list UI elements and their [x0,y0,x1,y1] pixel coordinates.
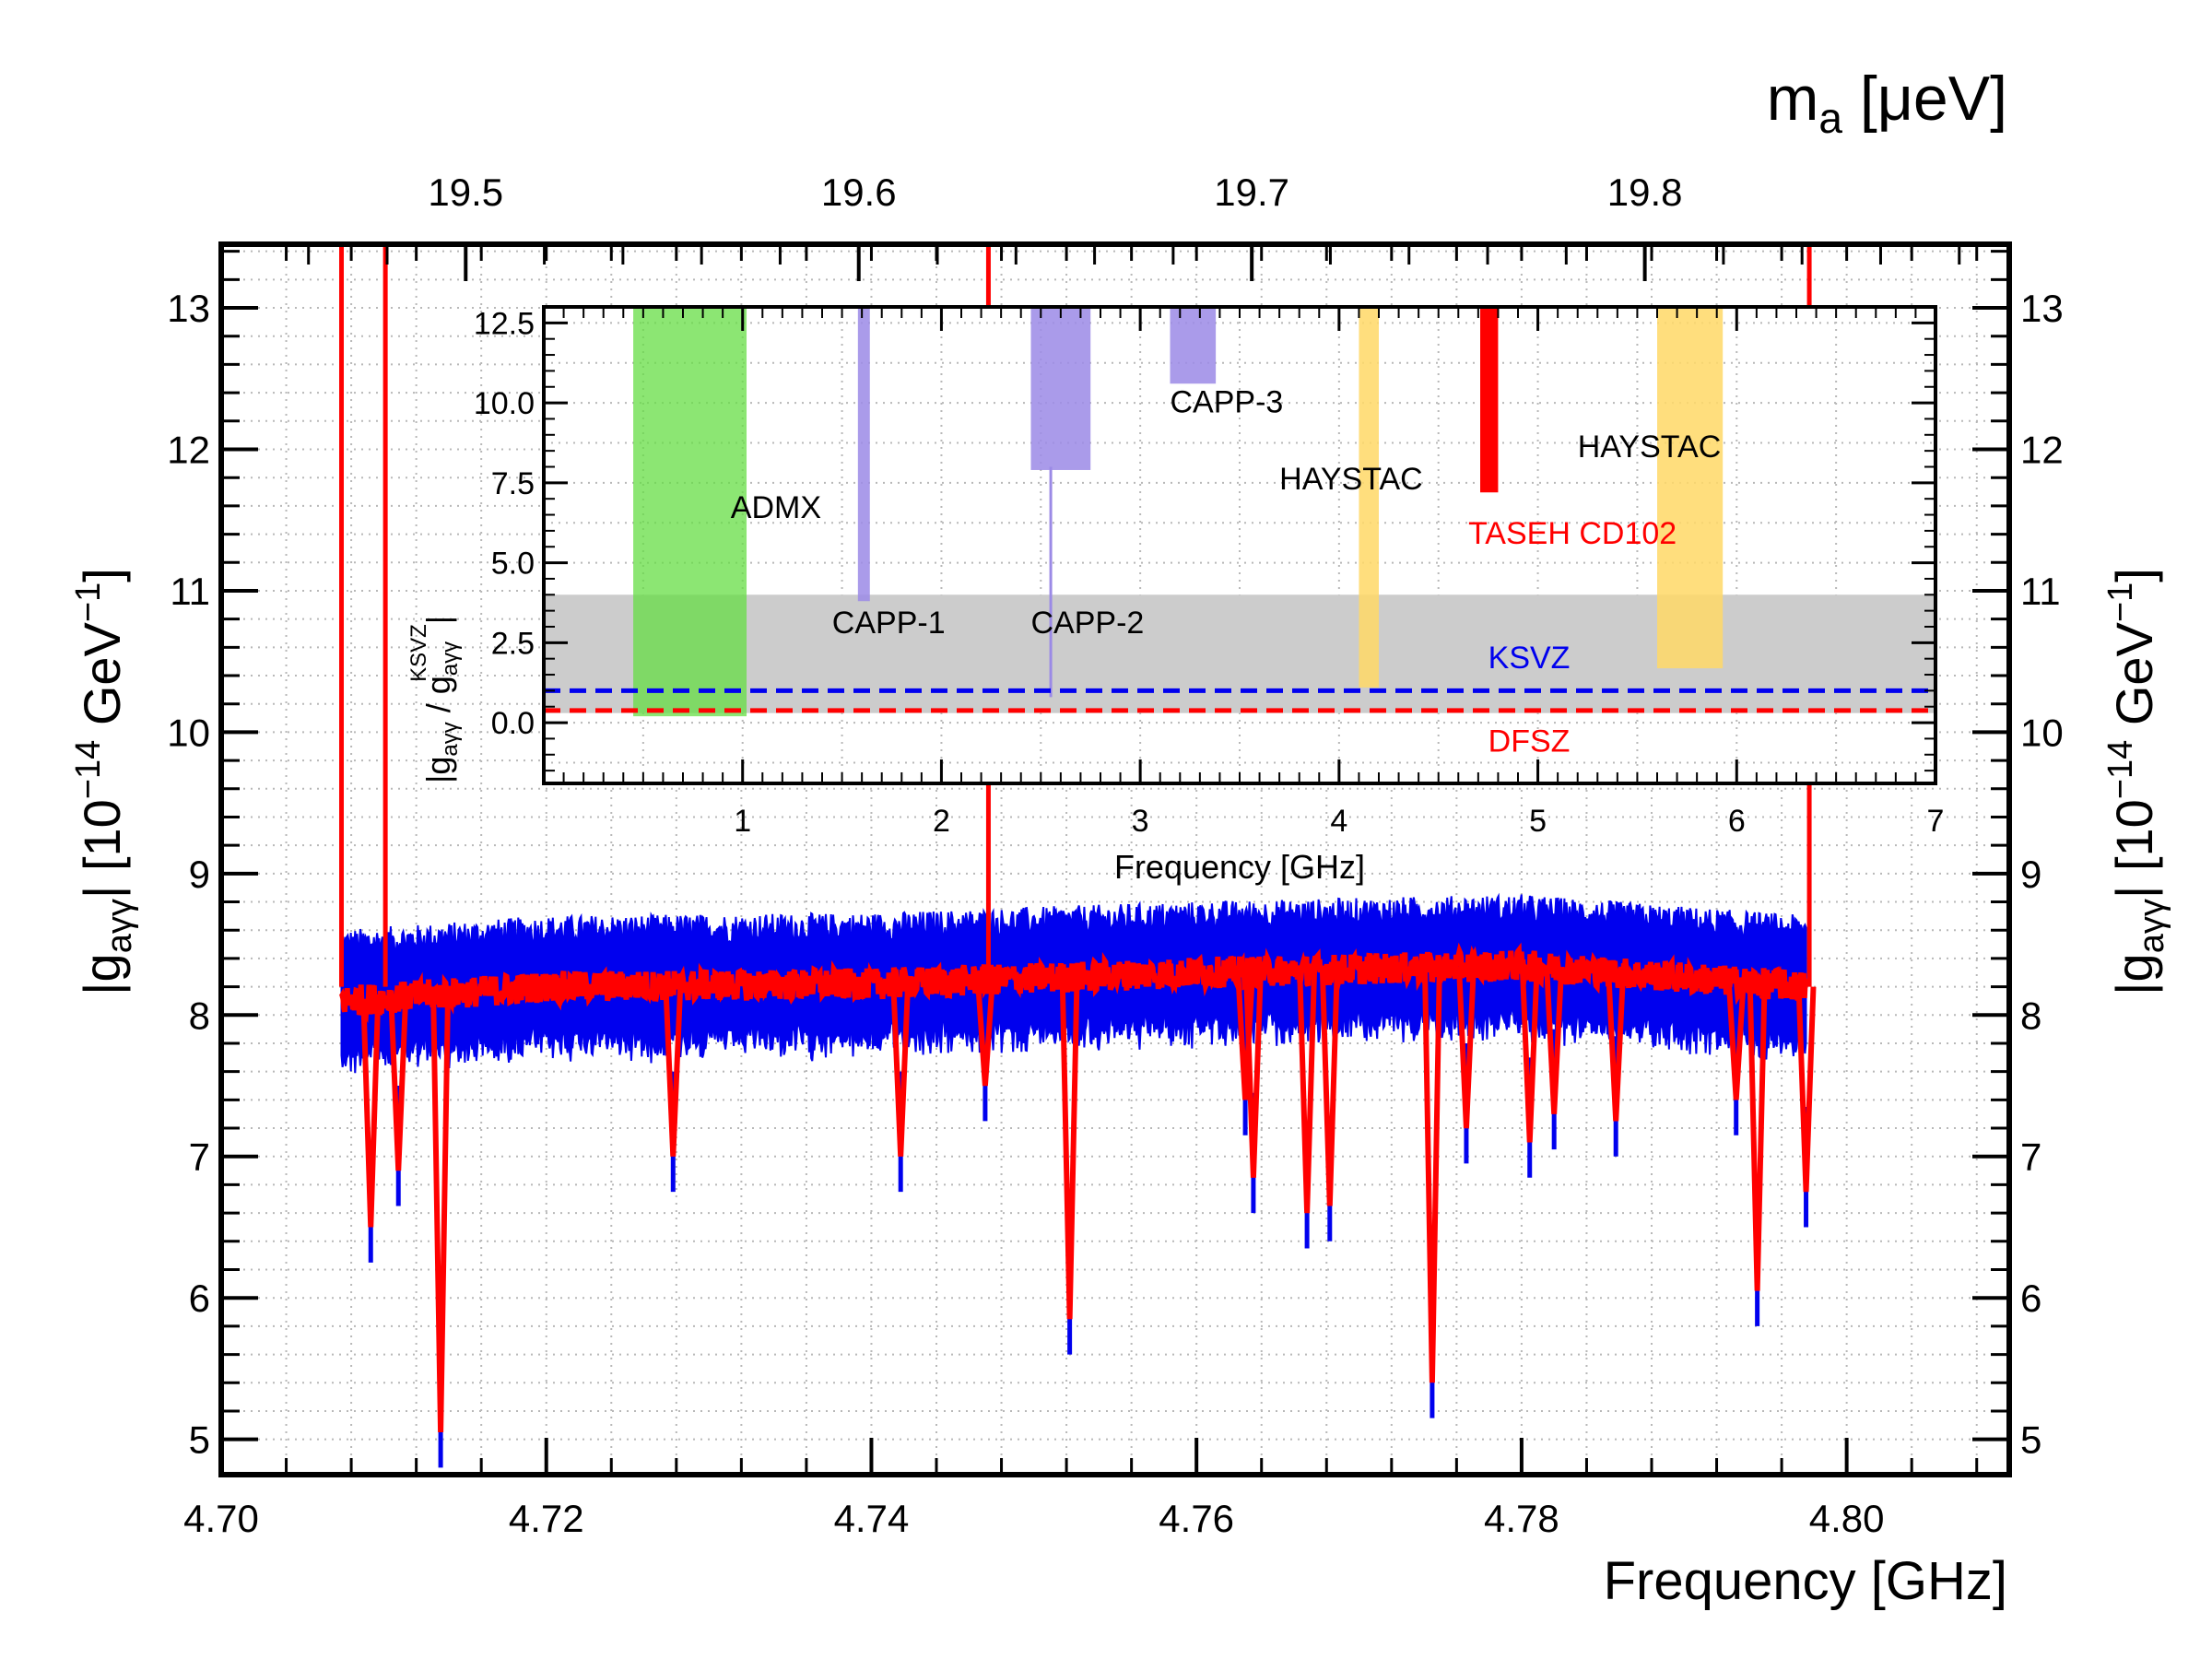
y-tick-label: 11 [170,570,210,613]
red-dip [1456,966,1477,1129]
inset-x-tick-label: 5 [1529,804,1547,839]
y-tick-label-right: 11 [2020,570,2061,613]
red-dip [1795,986,1817,1193]
red-dip [1519,966,1540,1143]
inset-region-haystac [1657,307,1724,669]
y-tick-label: 8 [189,994,210,1037]
y-tick-label: 9 [189,853,210,896]
inset-x-tick-label: 2 [933,804,950,839]
x-tick-label: 4.70 [183,1497,259,1540]
top-tick-label: 19.5 [428,171,503,214]
inset-y-tick-label: 2.5 [491,626,535,661]
inset-gray-band [544,594,1936,713]
x-tick-label: 4.72 [509,1497,584,1540]
inset-annotations: ADMX CAPP-1 CAPP-2 CAPP-3 HAYSTAC HAYSTAC TASE… [731,385,1721,759]
inset-y-tick-label: 12.5 [474,306,535,341]
y-tick-label: 7 [189,1135,210,1179]
red-dip [1319,970,1340,1206]
red-dip [1747,982,1768,1291]
inset-ticks [542,307,1937,783]
main-frame [218,241,2012,1477]
inset-y-tick-label: 7.5 [491,466,535,501]
y-tick-label: 6 [189,1277,210,1320]
main-top-tick-labels: 19.5 19.6 19.7 19.8 [428,171,1682,214]
inset-x-tick-label: 7 [1927,804,1945,839]
y-tick-label: 5 [189,1418,210,1462]
y-tick-label-right: 5 [2020,1418,2041,1462]
inset-label-capp2: CAPP-2 [1031,606,1145,641]
inset-label-capp1: CAPP-1 [832,606,946,641]
y-axis-title-left: |gaγγ| [10−14 GeV−1] [69,568,139,995]
limit-line-red [338,942,1809,1024]
y-tick-label-right: 10 [2020,711,2064,754]
x-tick-label: 4.78 [1484,1497,1559,1540]
inset-y-axis-title: |gaγγ / gaγγKSVZ| [406,616,463,783]
inset-plot: 1 2 3 4 5 6 7 0.0 2.5 5.0 7.5 10.0 12.5 ADMX CAPP-1 C… [406,305,1944,886]
inset-x-tick-labels: 1 2 3 4 5 6 7 [734,804,1944,839]
inset-label-haystac1: HAYSTAC [1279,462,1423,497]
inset-region-haystac [1359,307,1379,688]
inset-y-tick-label: 5.0 [491,547,535,582]
red-dip [974,980,995,1087]
y-tick-label: 12 [167,429,210,472]
top-tick-label: 19.8 [1607,171,1683,214]
x-tick-label: 4.80 [1809,1497,1885,1540]
red-dip [1606,972,1627,1122]
top-tick-label: 19.7 [1214,171,1289,214]
main-x-tick-labels: 4.70 4.72 4.74 4.76 4.78 4.80 [183,1497,1884,1540]
main-y-tick-labels-right: 5 6 7 8 9 10 11 12 13 [2020,287,2064,1462]
inset-label-haystac2: HAYSTAC [1578,429,1722,465]
main-ticks [219,244,2009,1475]
red-dip [1059,976,1080,1320]
inset-label-admx: ADMX [731,490,821,525]
inset-region-admx [633,307,747,717]
inset-data [544,307,1936,717]
inset-region-capp-2 [1030,307,1091,470]
y-tick-label-right: 12 [2020,429,2064,472]
red-dip [1242,971,1264,1178]
main-data [338,244,1817,1468]
x-axis-title: Frequency [GHz] [1604,1551,2007,1611]
red-dip [1544,968,1565,1114]
y-tick-label-right: 8 [2020,994,2041,1037]
inset-x-tick-label: 6 [1728,804,1746,839]
x-tick-label: 4.74 [834,1497,910,1540]
inset-label-dfsz: DFSZ [1488,724,1571,759]
inset-label-taseh: TASEH CD102 [1468,516,1677,551]
y-tick-label: 13 [167,287,210,330]
y-tick-label: 10 [167,711,210,754]
red-dip [430,994,452,1433]
red-dip [890,982,912,1157]
inset-label-capp3: CAPP-3 [1171,385,1284,420]
y-tick-label-right: 9 [2020,853,2041,896]
red-dip [360,998,382,1228]
red-dip [663,985,684,1157]
y-tick-label-right: 7 [2020,1135,2041,1179]
red-dip [1725,981,1747,1100]
inset-y-tick-labels: 0.0 2.5 5.0 7.5 10.0 12.5 [474,306,535,741]
red-dip [1421,967,1442,1383]
y-axis-title-right: |gaγγ| [10−14 GeV−1] [2101,568,2171,995]
top-axis-title: ma [μeV] [1767,64,2007,142]
red-dip [388,996,409,1171]
inset-region-taseh-cd102 [1480,307,1499,493]
inset-label-ksvz: KSVZ [1488,641,1571,676]
y-tick-label-right: 6 [2020,1277,2041,1320]
inset-x-axis-title: Frequency [GHz] [1114,848,1365,886]
y-tick-label-right: 13 [2020,287,2064,330]
inset-y-tick-label: 10.0 [474,386,535,421]
inset-region-capp-3 [1170,307,1217,384]
main-grid [220,244,2009,1475]
top-tick-label: 19.6 [821,171,897,214]
main-y-tick-labels-left: 5 6 7 8 9 10 11 12 13 [167,287,210,1462]
inset-y-tick-label: 0.0 [491,706,535,741]
inset-x-tick-label: 4 [1330,804,1347,839]
inset-region-capp-1 [857,307,870,602]
red-dip [1297,970,1318,1214]
inset-x-tick-label: 3 [1132,804,1149,839]
inset-x-tick-label: 1 [734,804,751,839]
x-tick-label: 4.76 [1159,1497,1234,1540]
